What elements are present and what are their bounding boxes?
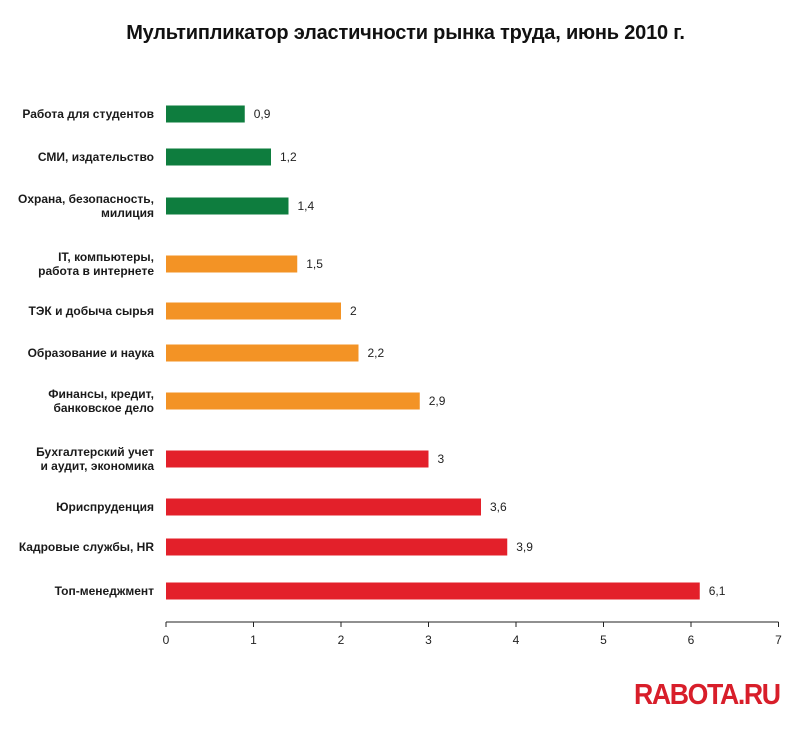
bar — [166, 148, 271, 166]
bar — [166, 392, 420, 410]
x-tick-label: 2 — [338, 633, 345, 647]
x-tick-label: 6 — [688, 633, 695, 647]
category-label: Юриспруденция — [56, 500, 154, 514]
category-label: и аудит, экономика — [40, 459, 154, 473]
category-label: работа в интернете — [38, 264, 154, 278]
value-label: 6,1 — [709, 584, 726, 598]
value-label: 1,5 — [306, 257, 323, 271]
x-tick-label: 7 — [775, 633, 782, 647]
value-label: 2,9 — [429, 394, 446, 408]
x-tick-label: 4 — [513, 633, 520, 647]
bar — [166, 450, 429, 468]
category-label: Топ-менеджмент — [55, 584, 155, 598]
category-label: Работа для студентов — [22, 107, 154, 121]
value-label: 3,6 — [490, 500, 507, 514]
category-label: банковское дело — [53, 401, 154, 415]
bar — [166, 302, 341, 320]
bar — [166, 197, 289, 215]
x-tick-label: 0 — [163, 633, 170, 647]
chart-title: Мультипликатор эластичности рынка труда,… — [126, 22, 685, 44]
category-label: СМИ, издательство — [38, 150, 154, 164]
category-label: Образование и наука — [28, 346, 155, 360]
category-label: IT, компьютеры, — [58, 250, 154, 264]
bar — [166, 344, 359, 362]
bar — [166, 255, 298, 273]
value-label: 0,9 — [254, 107, 271, 121]
category-label: милиция — [101, 206, 154, 220]
value-label: 1,2 — [280, 150, 297, 164]
x-tick-label: 1 — [250, 633, 257, 647]
bar — [166, 582, 700, 600]
bar — [166, 498, 481, 516]
rabota-logo: RABOTA.RU — [634, 679, 781, 711]
value-label: 2,2 — [368, 346, 385, 360]
category-label: Кадровые службы, HR — [19, 540, 155, 554]
value-label: 3 — [438, 452, 445, 466]
x-tick-label: 3 — [425, 633, 432, 647]
category-label: ТЭК и добыча сырья — [29, 304, 154, 318]
category-label: Охрана, безопасность, — [18, 192, 154, 206]
value-label: 3,9 — [516, 540, 533, 554]
category-label: Финансы, кредит, — [48, 387, 154, 401]
bar — [166, 538, 508, 556]
category-label: Бухгалтерский учет — [36, 445, 154, 459]
value-label: 2 — [350, 304, 357, 318]
bar — [166, 105, 245, 123]
x-tick-label: 5 — [600, 633, 607, 647]
value-label: 1,4 — [298, 199, 315, 213]
